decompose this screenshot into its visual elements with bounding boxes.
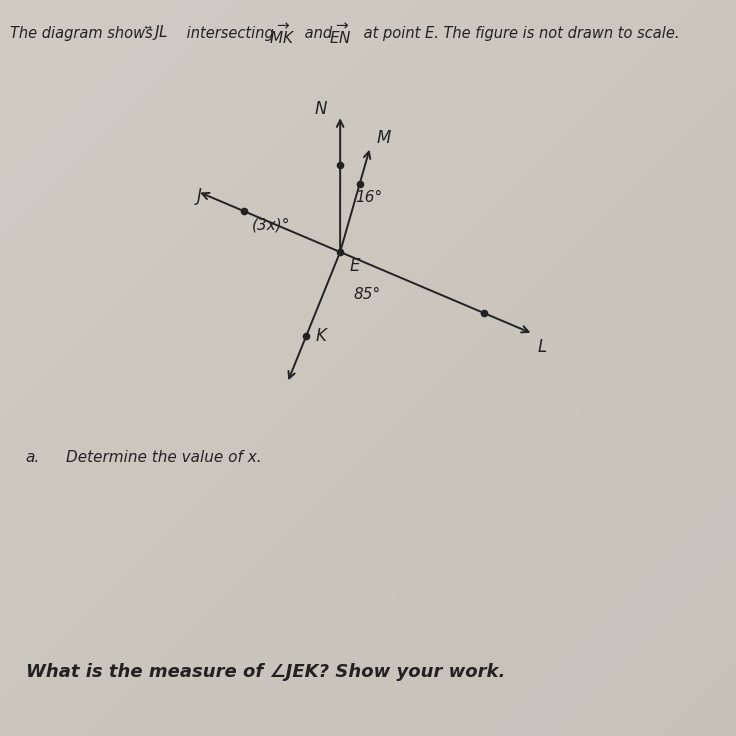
Text: a.: a. xyxy=(26,450,40,465)
Text: 85°: 85° xyxy=(354,286,381,302)
Text: 16°: 16° xyxy=(355,190,383,205)
Text: What is the measure of ∠JEK? Show your work.: What is the measure of ∠JEK? Show your w… xyxy=(26,663,505,681)
Text: $\overrightarrow{EN}$: $\overrightarrow{EN}$ xyxy=(329,23,352,47)
Text: N: N xyxy=(314,100,327,118)
Text: M: M xyxy=(377,129,391,147)
Text: $\overrightarrow{MK}$: $\overrightarrow{MK}$ xyxy=(269,23,295,47)
Text: E: E xyxy=(350,257,360,275)
Text: at point E. The figure is not drawn to scale.: at point E. The figure is not drawn to s… xyxy=(359,26,679,40)
Text: intersecting: intersecting xyxy=(182,26,278,40)
Text: The diagram shows: The diagram shows xyxy=(10,26,157,40)
Text: K: K xyxy=(315,328,326,345)
Text: and: and xyxy=(300,26,337,40)
Text: (3x)°: (3x)° xyxy=(252,217,290,232)
Text: L: L xyxy=(537,339,547,356)
Text: Determine the value of x.: Determine the value of x. xyxy=(66,450,262,465)
Text: J: J xyxy=(197,187,202,205)
Text: $\overleftrightarrow{JL}$: $\overleftrightarrow{JL}$ xyxy=(144,23,168,42)
